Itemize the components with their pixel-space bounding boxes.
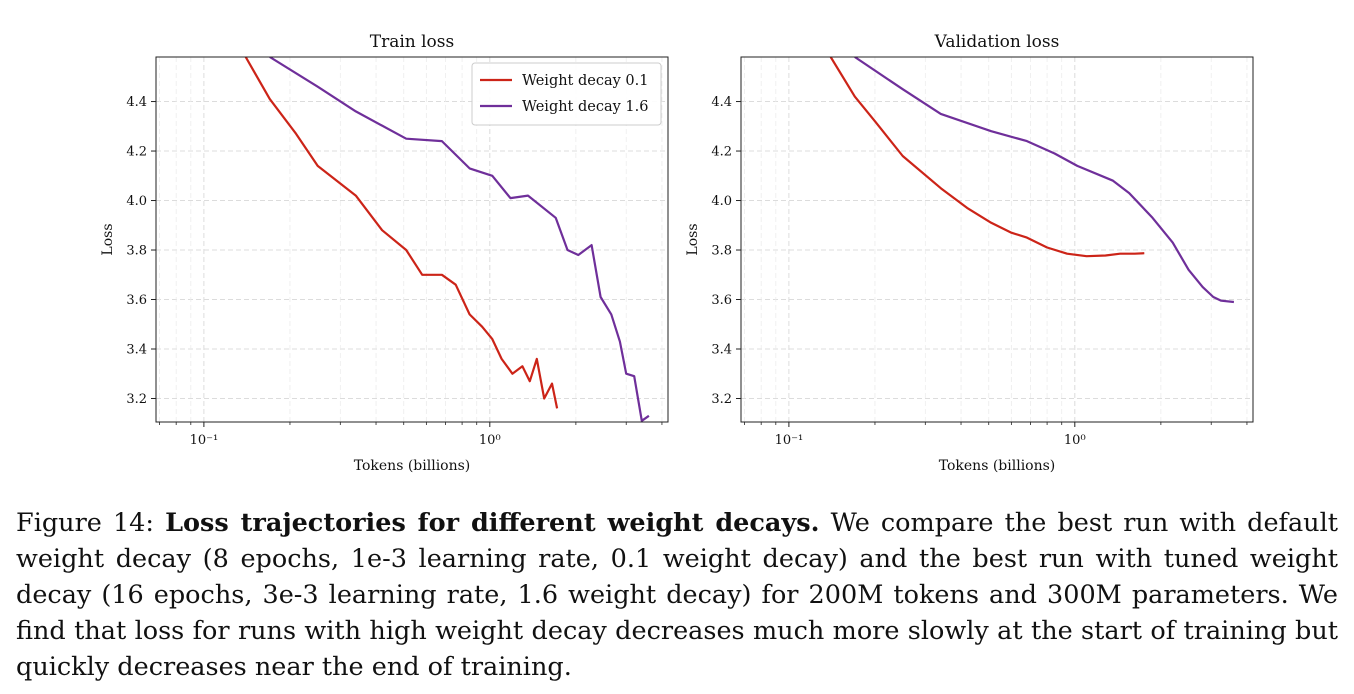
chart-2-ytick-label: 4.0	[711, 194, 732, 209]
figure: 3.2 3.4 3.6 3.8 4.0 4.2 4.4 10⁻¹ 10⁰ Train loss To…	[100, 32, 1254, 474]
chart-2-ytick-label: 3.6	[711, 293, 732, 308]
caption-bold-title: Loss trajectories for different weight d…	[165, 508, 820, 538]
chart-1-y-axis-label: Loss	[100, 223, 116, 255]
chart-2-ytick-label: 3.4	[711, 343, 732, 358]
chart-1-title: Train loss	[370, 32, 455, 52]
chart-1-ytick-label: 3.8	[126, 244, 147, 259]
chart-1-ytick-label: 3.4	[126, 343, 147, 358]
chart-2-title: Validation loss	[934, 32, 1060, 52]
chart-1-legend-label-2: Weight decay 1.6	[522, 99, 649, 115]
chart-2-ytick-label: 4.4	[711, 95, 732, 110]
chart-1-ytick-label: 4.4	[126, 95, 147, 110]
chart-1-xtick-label: 10⁰	[479, 433, 501, 448]
chart-2-y-axis-label: Loss	[685, 223, 701, 255]
chart-1-ytick-label: 3.2	[126, 392, 147, 407]
figure-label: Figure 14:	[16, 508, 155, 538]
chart-2-series-line-2	[854, 57, 1235, 304]
chart-1-ytick-label: 4.2	[126, 145, 147, 160]
chart-1-legend-box	[471, 62, 662, 126]
chart-1-ytick-label: 3.6	[126, 293, 147, 308]
chart-1-series-line-2	[269, 57, 650, 422]
chart-1-xtick-label: 10⁻¹	[190, 433, 219, 448]
chart-2-xtick-label: 10⁰	[1064, 433, 1086, 448]
chart-2-xtick-label: 10⁻¹	[775, 433, 804, 448]
chart-2-ytick-label: 4.2	[711, 145, 732, 160]
chart-2-series-line-1	[829, 57, 1145, 258]
chart-1-x-axis-label: Tokens (billions)	[354, 458, 471, 474]
chart-2-ytick-label: 3.2	[711, 392, 732, 407]
chart-1-ytick-label: 4.0	[126, 194, 147, 209]
chart-2-axes-frame	[740, 56, 1254, 423]
chart-1-axes-frame	[155, 56, 669, 423]
chart-2-x-axis-label: Tokens (billions)	[939, 458, 1056, 474]
chart-1-series-line-1	[244, 57, 559, 409]
figure-caption: Figure 14: Loss trajectories for differe…	[16, 505, 1338, 685]
chart-2-ytick-label: 3.8	[711, 244, 732, 259]
chart-1-legend-label-1: Weight decay 0.1	[522, 73, 649, 89]
caption-text: We compare the best run with default wei…	[16, 508, 1339, 682]
